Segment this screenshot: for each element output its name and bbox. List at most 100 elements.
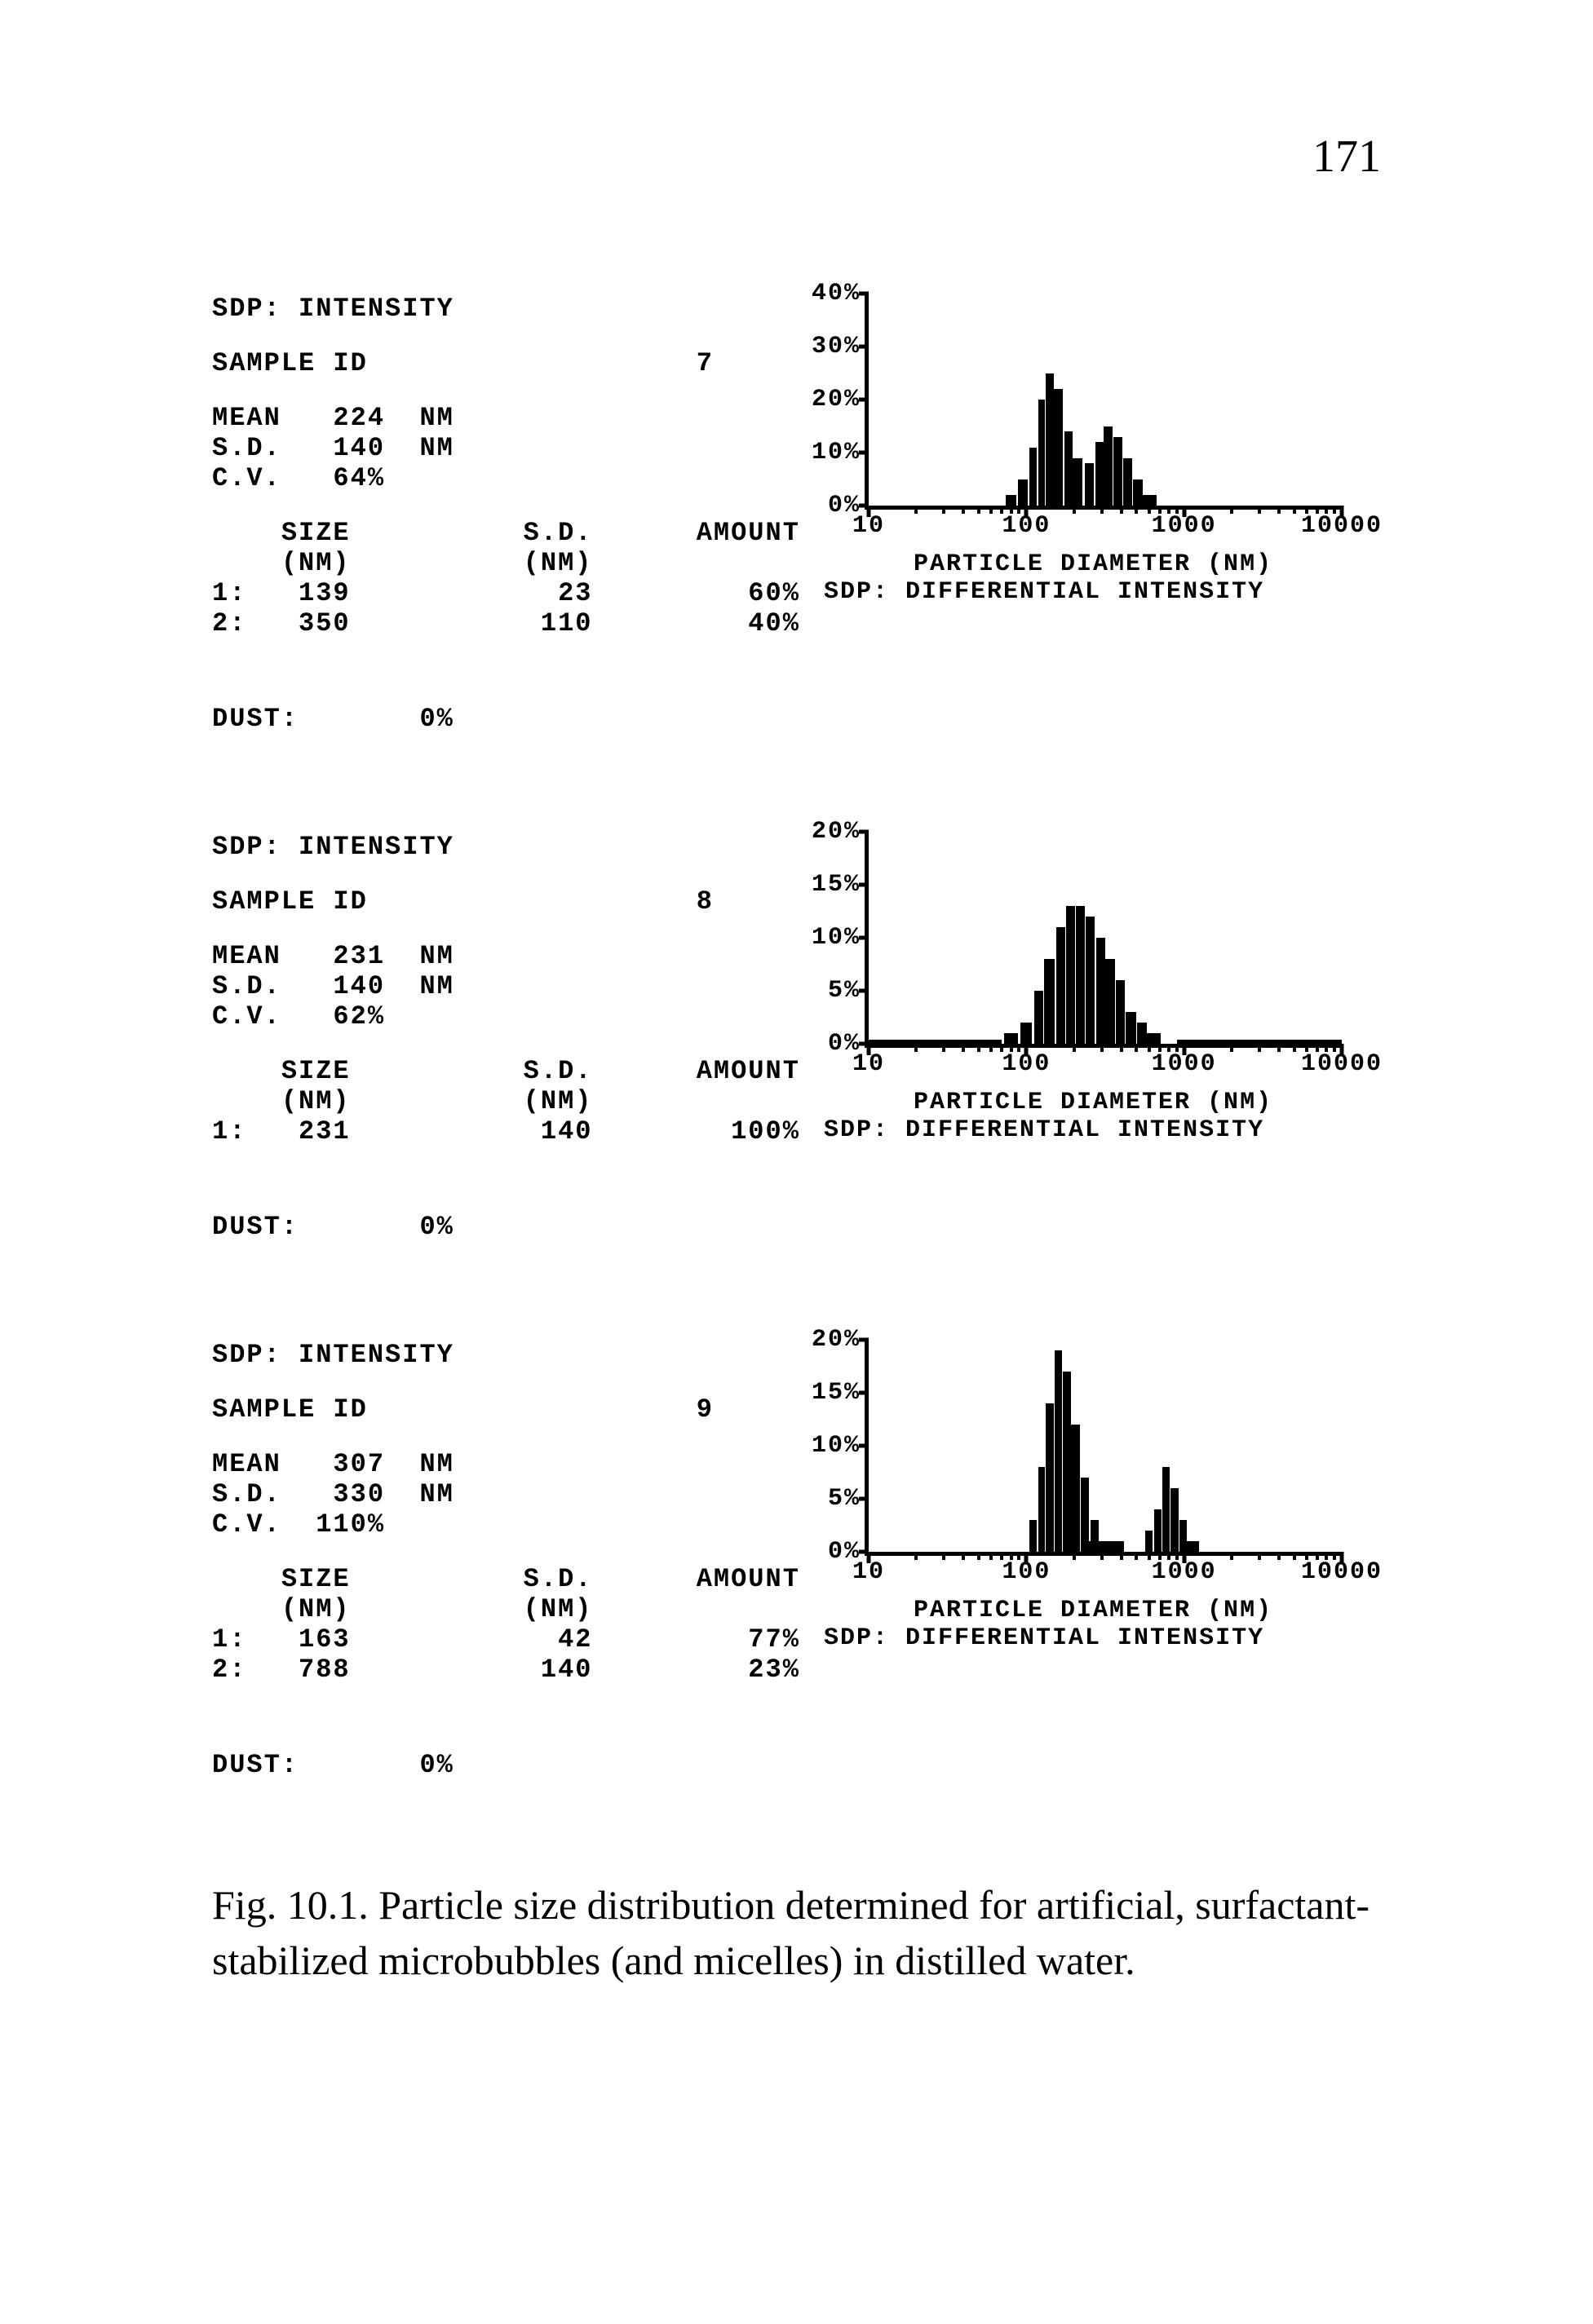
x-minor-tick <box>977 1044 980 1052</box>
table-subheader: (NM) (NM) <box>212 1086 799 1116</box>
histogram-bar <box>1063 1372 1071 1552</box>
x-minor-tick <box>1100 1552 1104 1560</box>
x-tick-label: 10 <box>852 1050 885 1078</box>
x-minor-tick <box>1135 506 1138 514</box>
x-tick-label: 100 <box>1002 1050 1051 1078</box>
stat-line-0: MEAN 224 NM <box>212 403 799 433</box>
x-minor-tick <box>1120 1552 1123 1560</box>
x-minor-tick <box>1277 1552 1281 1560</box>
y-tick-label: 10% <box>795 1432 861 1460</box>
y-tick-label: 15% <box>795 1379 861 1407</box>
y-tick-mark <box>859 1444 869 1448</box>
panel-header: SDP: INTENSITY <box>212 832 799 862</box>
x-minor-tick <box>1100 506 1104 514</box>
x-tick-label: 10000 <box>1301 512 1383 540</box>
histogram-bar <box>1162 1467 1170 1552</box>
histogram-bar <box>1071 1425 1079 1552</box>
x-minor-tick <box>914 506 918 514</box>
x-minor-tick <box>962 506 965 514</box>
dust-line: DUST: 0% <box>212 1212 799 1242</box>
x-tick-label: 1000 <box>1152 512 1217 540</box>
figure-caption: Fig. 10.1. Particle size distribution de… <box>212 1878 1381 1988</box>
chart-subtitle: SDP: DIFFERENTIAL INTENSITY <box>824 1624 1338 1652</box>
histogram-bar <box>1055 1350 1062 1552</box>
x-minor-tick <box>1010 1552 1013 1560</box>
x-minor-tick <box>1230 506 1233 514</box>
histogram-bar <box>1170 1488 1179 1552</box>
y-tick-mark <box>859 1497 869 1501</box>
x-minor-tick <box>977 1552 980 1560</box>
x-axis-label: PARTICLE DIAMETER (NM) <box>881 1089 1338 1116</box>
y-tick-mark <box>859 451 869 455</box>
y-tick-mark <box>859 1391 869 1395</box>
noise-strip <box>869 1040 1002 1044</box>
x-axis-label: PARTICLE DIAMETER (NM) <box>881 550 1338 578</box>
x-tick-label: 1000 <box>1152 1050 1217 1078</box>
x-minor-tick <box>1167 506 1170 514</box>
histogram-bar <box>1034 991 1044 1044</box>
histogram-bar <box>1038 400 1046 506</box>
stat-line-2: C.V. 62% <box>212 1001 799 1032</box>
histogram-bar <box>1004 1033 1018 1044</box>
y-tick-label: 5% <box>795 1485 861 1513</box>
histogram-bar <box>1029 448 1038 506</box>
y-tick-mark <box>859 883 869 887</box>
y-tick-label: 40% <box>795 280 861 307</box>
y-tick-mark <box>859 292 869 296</box>
histogram-bar <box>1123 458 1132 506</box>
x-minor-tick <box>962 1552 965 1560</box>
chart-block: 0%5%10%15%20%10100100010000 PARTICLE DIA… <box>799 832 1338 1144</box>
histogram-bar <box>1038 1467 1046 1552</box>
x-minor-tick <box>1305 1044 1308 1052</box>
chart-subtitle: SDP: DIFFERENTIAL INTENSITY <box>824 1116 1338 1144</box>
chart-area: 0%5%10%15%20%10100100010000 <box>865 832 1342 1048</box>
histogram-bar <box>1113 437 1122 506</box>
histogram-bar <box>1104 426 1113 506</box>
x-tick-label: 10 <box>852 512 885 540</box>
y-tick-mark <box>859 1338 869 1342</box>
y-tick-mark <box>859 345 869 349</box>
x-minor-tick <box>1325 1552 1328 1560</box>
x-minor-tick <box>1073 506 1076 514</box>
histogram-bar <box>1095 442 1104 506</box>
x-minor-tick <box>1293 1552 1296 1560</box>
chart-block: 0%10%20%30%40%10100100010000 PARTICLE DI… <box>799 294 1338 606</box>
stat-line-2: C.V. 64% <box>212 463 799 493</box>
x-minor-tick <box>1230 1552 1233 1560</box>
histogram-bar <box>1044 959 1054 1044</box>
data-panel-text: SDP: INTENSITYSAMPLE ID 8MEAN 231 NMS.D.… <box>212 832 799 1242</box>
x-minor-tick <box>1100 1044 1104 1052</box>
sample-id-line: SAMPLE ID 7 <box>212 348 799 378</box>
data-panel-text: SDP: INTENSITYSAMPLE ID 7MEAN 224 NMS.D.… <box>212 294 799 734</box>
y-tick-label: 5% <box>795 977 861 1005</box>
x-minor-tick <box>1000 506 1003 514</box>
x-minor-tick <box>989 506 993 514</box>
x-axis-label: PARTICLE DIAMETER (NM) <box>881 1597 1338 1624</box>
x-minor-tick <box>1073 1552 1076 1560</box>
histogram-bar <box>1126 1012 1135 1044</box>
dust-line: DUST: 0% <box>212 1750 799 1780</box>
panel-1: SDP: INTENSITYSAMPLE ID 8MEAN 231 NMS.D.… <box>212 832 1381 1242</box>
chart-subtitle: SDP: DIFFERENTIAL INTENSITY <box>824 578 1338 606</box>
stat-line-0: MEAN 231 NM <box>212 941 799 971</box>
x-minor-tick <box>1017 1044 1020 1052</box>
stat-line-1: S.D. 140 NM <box>212 433 799 463</box>
x-minor-tick <box>1230 1044 1233 1052</box>
x-minor-tick <box>1333 1044 1336 1052</box>
x-minor-tick <box>1175 1044 1179 1052</box>
x-minor-tick <box>1305 506 1308 514</box>
x-tick-label: 100 <box>1002 512 1051 540</box>
stat-line-1: S.D. 140 NM <box>212 971 799 1001</box>
x-minor-tick <box>942 1552 945 1560</box>
histogram-bar <box>1006 495 1016 506</box>
x-tick-label: 10 <box>852 1558 885 1586</box>
y-tick-label: 30% <box>795 333 861 360</box>
histogram-bar <box>1083 1541 1124 1552</box>
x-minor-tick <box>989 1044 993 1052</box>
x-minor-tick <box>1167 1044 1170 1052</box>
histogram-bar <box>1029 1520 1038 1552</box>
x-minor-tick <box>1148 1552 1151 1560</box>
table-subheader: (NM) (NM) <box>212 548 799 578</box>
table-header: SIZE S.D. AMOUNT <box>212 518 799 548</box>
x-minor-tick <box>1148 506 1151 514</box>
